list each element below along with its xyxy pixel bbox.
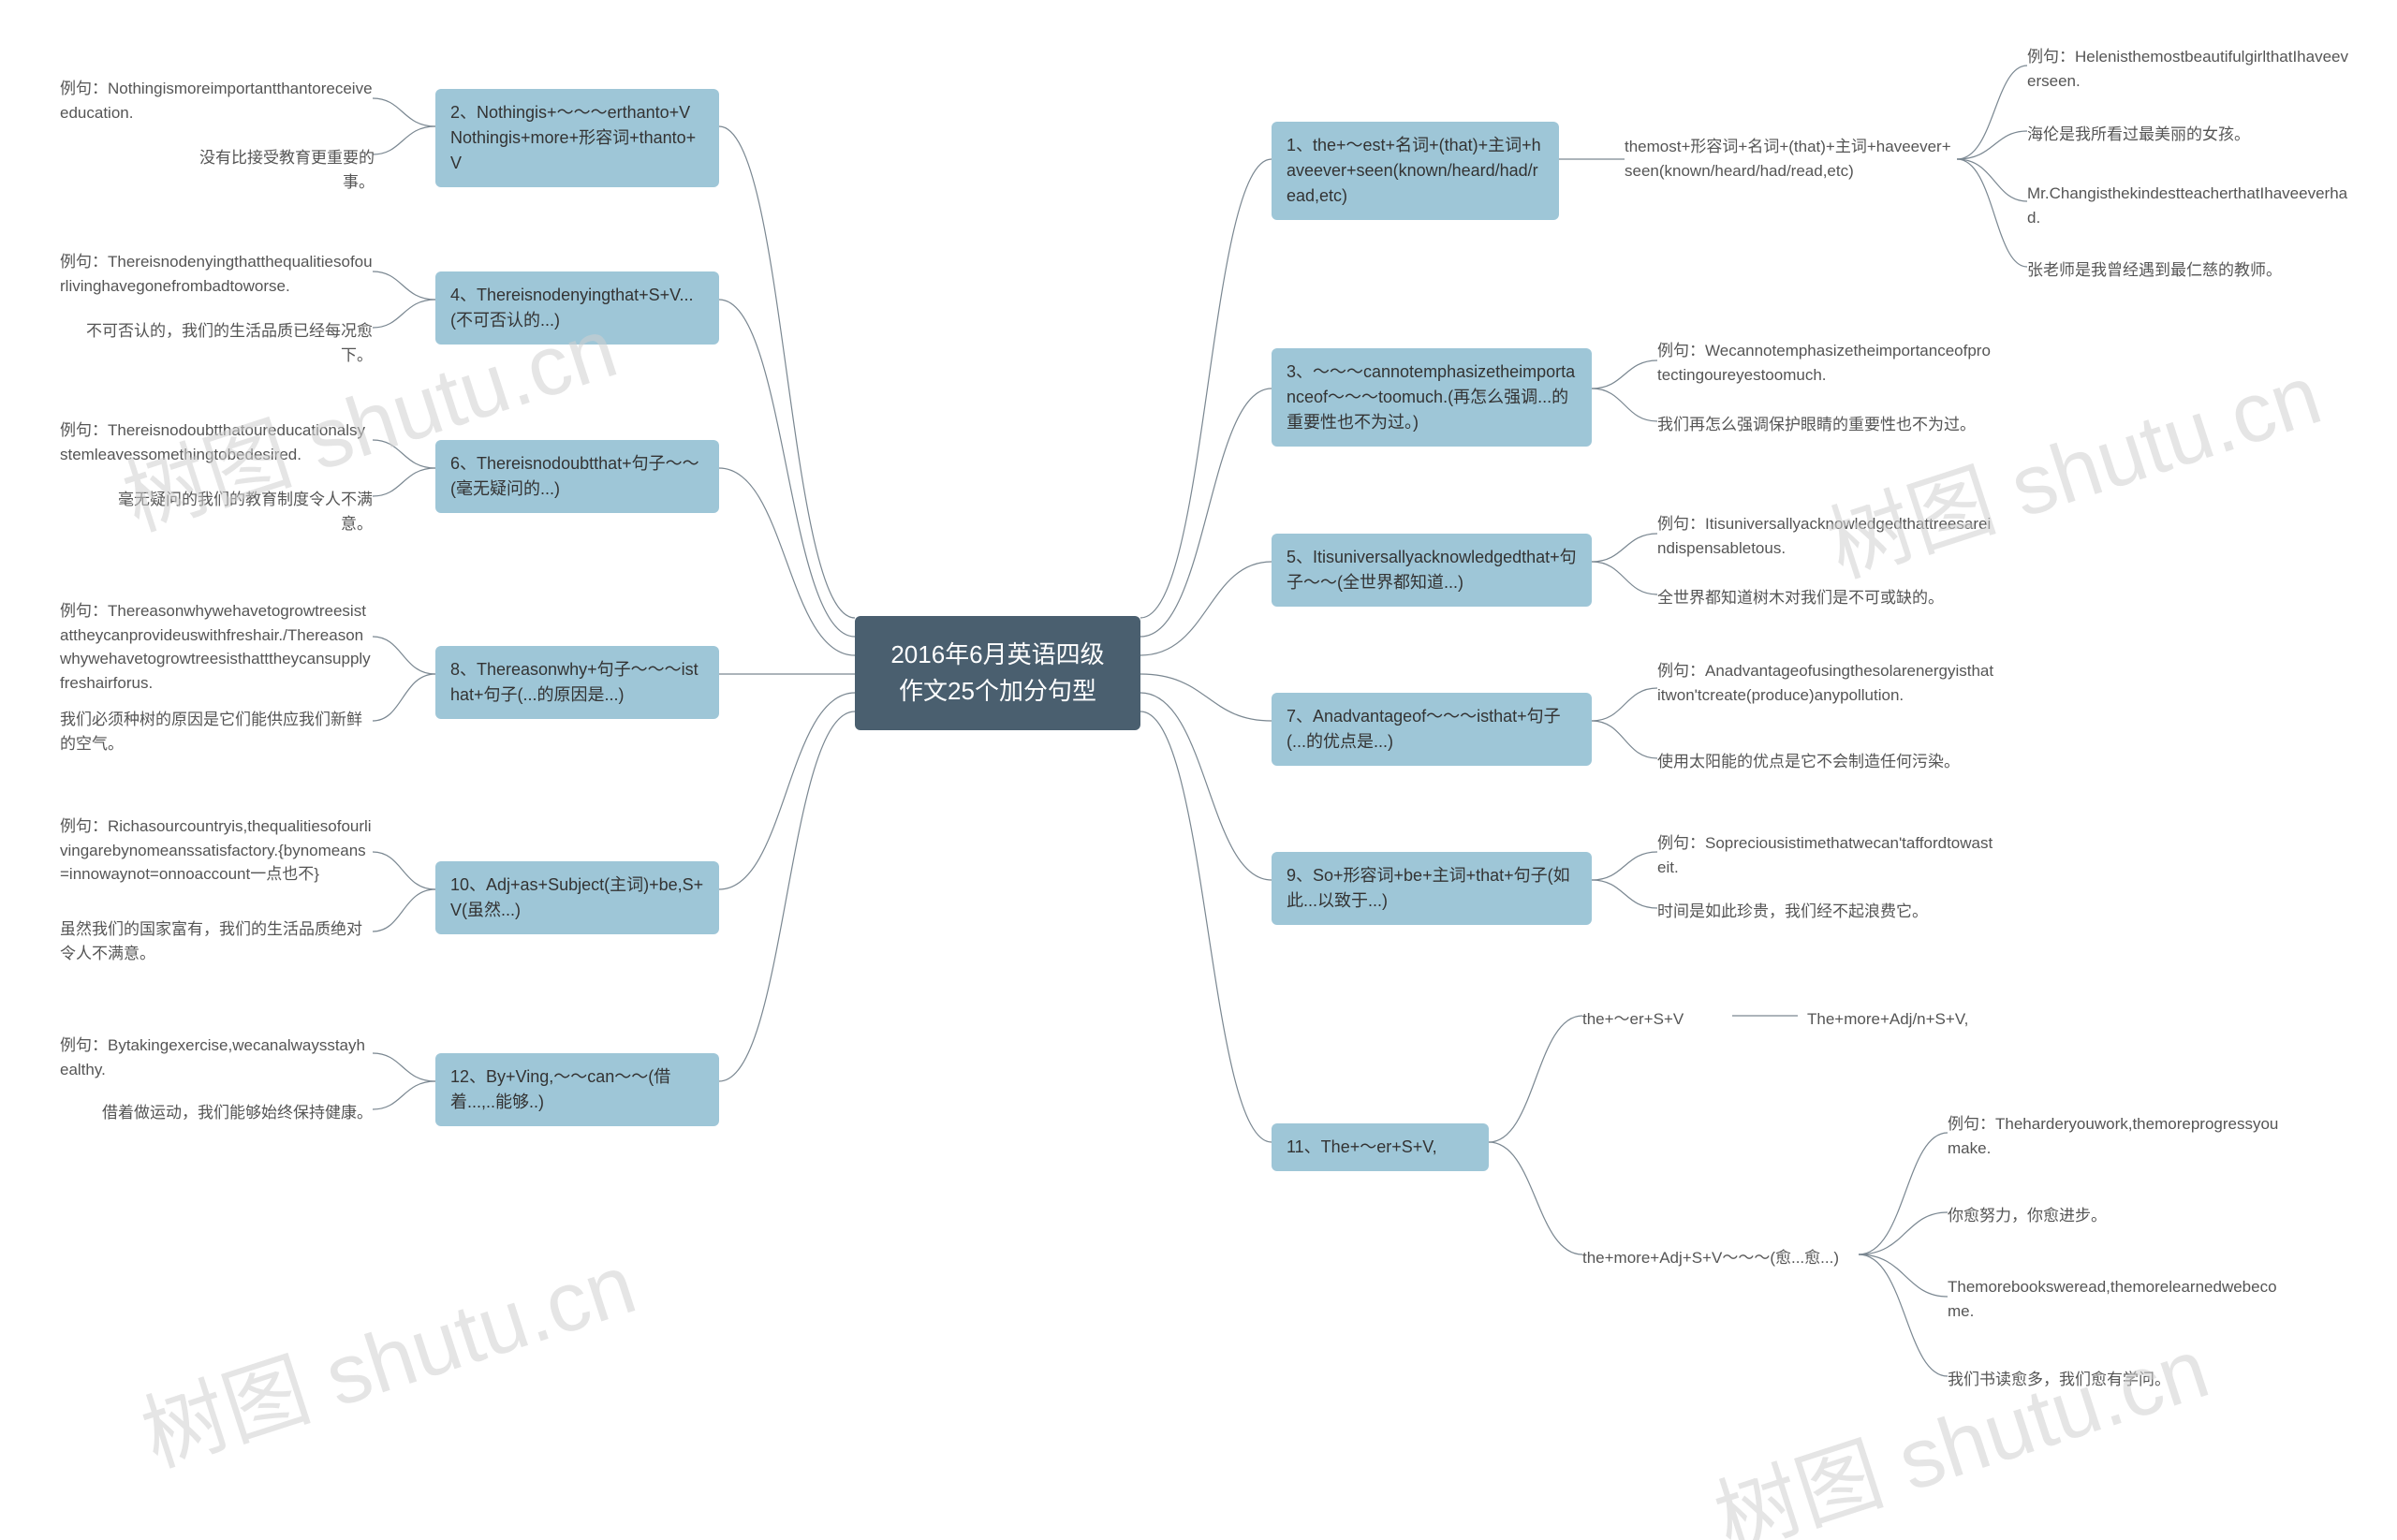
leaf-l12-0: 例句：Bytakingexercise,wecanalwaysstayhealt… (60, 1030, 373, 1085)
leaf-text: 例句：Anadvantageofusingthesolarenergyistha… (1657, 662, 1993, 704)
center-node: 2016年6月英语四级作文25个加分句型 (855, 616, 1140, 730)
leaf-text: 例句：Itisuniversallyacknowledgedthattreesa… (1657, 515, 1991, 557)
branch-label: 10、Adj+as+Subject(主词)+be,S+V(虽然...) (450, 875, 703, 919)
branch-label: 4、Thereisnodenyingthat+S+V...(不可否认的...) (450, 286, 694, 330)
branch-label: 12、By+Ving,～～can～～(借着...,..能够..) (450, 1067, 670, 1111)
mindmap-canvas: 2016年6月英语四级作文25个加分句型 2、Nothingis+～～～erth… (0, 0, 2397, 1540)
branch-label: 7、Anadvantageof～～～isthat+句子(...的优点是...) (1287, 707, 1561, 751)
leaf-r9-0: 例句：Sopreciousistimethatwecan'taffordtowa… (1657, 828, 1994, 883)
watermark-text: 树图 shutu.cn (132, 1238, 646, 1485)
leaf-l10-1: 虽然我们的国家富有，我们的生活品质绝对令人不满意。 (60, 914, 373, 969)
leaf-r1-3: 张老师是我曾经遇到最仁慈的教师。 (2027, 255, 2355, 286)
branch-right-1: 1、the+～est+名词+(that)+主词+haveever+seen(kn… (1272, 122, 1559, 220)
leaf-text: 例句：Sopreciousistimethatwecan'taffordtowa… (1657, 834, 1993, 876)
leaf-r3-0: 例句：Wecannotemphasizetheimportanceofprote… (1657, 335, 1994, 390)
branch-left-4: 4、Thereisnodenyingthat+S+V...(不可否认的...) (435, 271, 719, 345)
branch-left-12: 12、By+Ving,～～can～～(借着...,..能够..) (435, 1053, 719, 1126)
branch-right-5: 5、Itisuniversallyacknowledgedthat+句子～～(全… (1272, 534, 1592, 607)
leaf-text: Mr.ChangisthekindestteacherthatIhaveever… (2027, 184, 2347, 227)
leaf-text: 例句：Nothingismoreimportantthantoreceiveed… (60, 80, 373, 122)
leaf-l12-1: 借着做运动，我们能够始终保持健康。 (98, 1097, 373, 1129)
branch-label: 9、So+形容词+be+主词+that+句子(如此...以致于...) (1287, 866, 1570, 910)
branch-left-8: 8、Thereasonwhy+句子～～～isthat+句子(...的原因是...… (435, 646, 719, 719)
watermark: 树图 shutu.cn (1698, 1300, 2221, 1540)
leaf-l4-1: 不可否认的，我们的生活品质已经每况愈下。 (60, 315, 373, 371)
leaf-text: 张老师是我曾经遇到最仁慈的教师。 (2027, 261, 2282, 279)
leaf-text: 我们书读愈多，我们愈有学问。 (1948, 1371, 2170, 1388)
leaf-r9-1: 时间是如此珍贵，我们经不起浪费它。 (1657, 896, 1994, 928)
leaf-text: 例句：Bytakingexercise,wecanalwaysstayhealt… (60, 1036, 365, 1078)
leaf-r11b-2: Themorebooksweread,themorelearnedwebecom… (1948, 1271, 2285, 1327)
leaf-text: 例句：Wecannotemphasizetheimportanceofprote… (1657, 342, 1991, 384)
leaf-r1-0: 例句：HelenisthemostbeautifulgirlthatIhavee… (2027, 41, 2355, 96)
leaf-text: 全世界都知道树木对我们是不可或缺的。 (1657, 589, 1944, 607)
leaf-l6-1: 毫无疑问的我们的教育制度令人不满意。 (101, 484, 373, 539)
branch-label: 11、The+～er+S+V, (1287, 1137, 1437, 1156)
leaf-l10-0: 例句：Richasourcountryis,thequalitiesofourl… (60, 811, 373, 890)
leaf-text: 使用太阳能的优点是它不会制造任何污染。 (1657, 753, 1960, 770)
leaf-r5-1: 全世界都知道树木对我们是不可或缺的。 (1657, 582, 1994, 614)
leaf-r11b-1: 你愈努力，你愈进步。 (1948, 1200, 2285, 1232)
leaf-r1-2: Mr.ChangisthekindestteacherthatIhaveever… (2027, 178, 2355, 233)
leaf-text: 例句：Theharderyouwork,themoreprogressyouma… (1948, 1115, 2278, 1157)
leaf-text: 借着做运动，我们能够始终保持健康。 (102, 1104, 373, 1122)
branch-label: 8、Thereasonwhy+句子～～～isthat+句子(...的原因是...… (450, 660, 699, 704)
leaf-l8-0: 例句：Thereasonwhywehavetogrowtreesistatthe… (60, 595, 373, 698)
leaf-l6-0: 例句：Thereisnodoubtthatoureducationalsyste… (60, 415, 373, 470)
r11-sub2-left: the+more+Adj+S+V～～～(愈...愈...) (1582, 1242, 1859, 1274)
branch-label: 6、Thereisnodoubtthat+句子～～(毫无疑问的...) (450, 454, 699, 498)
leaf-text: Themorebooksweread,themorelearnedwebecom… (1948, 1278, 2277, 1320)
branch-label: 1、the+～est+名词+(that)+主词+haveever+seen(kn… (1287, 136, 1541, 205)
leaf-text: 我们必须种树的原因是它们能供应我们新鲜的空气。 (60, 711, 362, 753)
leaf-text: 时间是如此珍贵，我们经不起浪费它。 (1657, 902, 1928, 920)
leaf-text: the+more+Adj+S+V～～～(愈...愈...) (1582, 1249, 1839, 1267)
leaf-r1-1: 海伦是我所看过最美丽的女孩。 (2027, 119, 2355, 151)
branch-right-11: 11、The+～er+S+V, (1272, 1123, 1489, 1171)
leaf-text: 不可否认的，我们的生活品质已经每况愈下。 (86, 322, 373, 364)
watermark: 树图 shutu.cn (125, 1216, 648, 1489)
leaf-r11b-0: 例句：Theharderyouwork,themoreprogressyouma… (1948, 1108, 2285, 1164)
r11-sub1-left: the+～er+S+V (1582, 1004, 1732, 1035)
leaf-text: 没有比接受教育更重要的事。 (199, 149, 375, 191)
leaf-r7-1: 使用太阳能的优点是它不会制造任何污染。 (1657, 746, 1994, 778)
branch-label: 5、Itisuniversallyacknowledgedthat+句子～～(全… (1287, 548, 1577, 592)
leaf-text: 例句：Thereasonwhywehavetogrowtreesistatthe… (60, 602, 371, 692)
branch-label: 2、Nothingis+～～～erthanto+V Nothingis+more… (450, 103, 696, 172)
mid-r1: themost+形容词+名词+(that)+主词+haveever+seen(k… (1625, 131, 1957, 186)
leaf-r7-0: 例句：Anadvantageofusingthesolarenergyistha… (1657, 655, 1994, 711)
leaf-text: 虽然我们的国家富有，我们的生活品质绝对令人不满意。 (60, 920, 362, 962)
leaf-l8-1: 我们必须种树的原因是它们能供应我们新鲜的空气。 (60, 704, 373, 759)
leaf-text: 例句：HelenisthemostbeautifulgirlthatIhavee… (2027, 48, 2348, 90)
leaf-l2-0: 例句：Nothingismoreimportantthantoreceiveed… (60, 73, 373, 128)
branch-right-3: 3、～～～cannotemphasizetheimportanceof～～～to… (1272, 348, 1592, 447)
leaf-text: the+～er+S+V (1582, 1010, 1684, 1028)
branch-left-6: 6、Thereisnodoubtthat+句子～～(毫无疑问的...) (435, 440, 719, 513)
leaf-r3-1: 我们再怎么强调保护眼睛的重要性也不为过。 (1657, 409, 2013, 441)
leaf-r11b-3: 我们书读愈多，我们愈有学问。 (1948, 1364, 2285, 1396)
branch-left-10: 10、Adj+as+Subject(主词)+be,S+V(虽然...) (435, 861, 719, 934)
leaf-text: 例句：Richasourcountryis,thequalitiesofourl… (60, 817, 372, 883)
branch-right-7: 7、Anadvantageof～～～isthat+句子(...的优点是...) (1272, 693, 1592, 766)
leaf-l4-0: 例句：Thereisnodenyingthatthequalitiesofour… (60, 246, 373, 301)
leaf-text: 例句：Thereisnodoubtthatoureducationalsyste… (60, 421, 365, 463)
leaf-text: The+more+Adj/n+S+V, (1807, 1010, 1968, 1028)
leaf-text: 我们再怎么强调保护眼睛的重要性也不为过。 (1657, 416, 1976, 433)
branch-right-9: 9、So+形容词+be+主词+that+句子(如此...以致于...) (1272, 852, 1592, 925)
leaf-text: 例句：Thereisnodenyingthatthequalitiesofour… (60, 253, 373, 295)
leaf-text: 你愈努力，你愈进步。 (1948, 1207, 2107, 1225)
leaf-r5-0: 例句：Itisuniversallyacknowledgedthattreesa… (1657, 508, 1994, 564)
leaf-text: 毫无疑问的我们的教育制度令人不满意。 (118, 491, 373, 533)
branch-label: 3、～～～cannotemphasizetheimportanceof～～～to… (1287, 362, 1575, 432)
center-title: 2016年6月英语四级作文25个加分句型 (890, 640, 1104, 705)
branch-left-2: 2、Nothingis+～～～erthanto+V Nothingis+more… (435, 89, 719, 187)
leaf-text: 海伦是我所看过最美丽的女孩。 (2027, 125, 2250, 143)
leaf-text: themost+形容词+名词+(that)+主词+haveever+seen(k… (1625, 138, 1951, 180)
r11-sub1-right: The+more+Adj/n+S+V, (1807, 1004, 2051, 1035)
leaf-l2-1: 没有比接受教育更重要的事。 (173, 142, 375, 198)
watermark-text: 树图 shutu.cn (1705, 1322, 2219, 1540)
